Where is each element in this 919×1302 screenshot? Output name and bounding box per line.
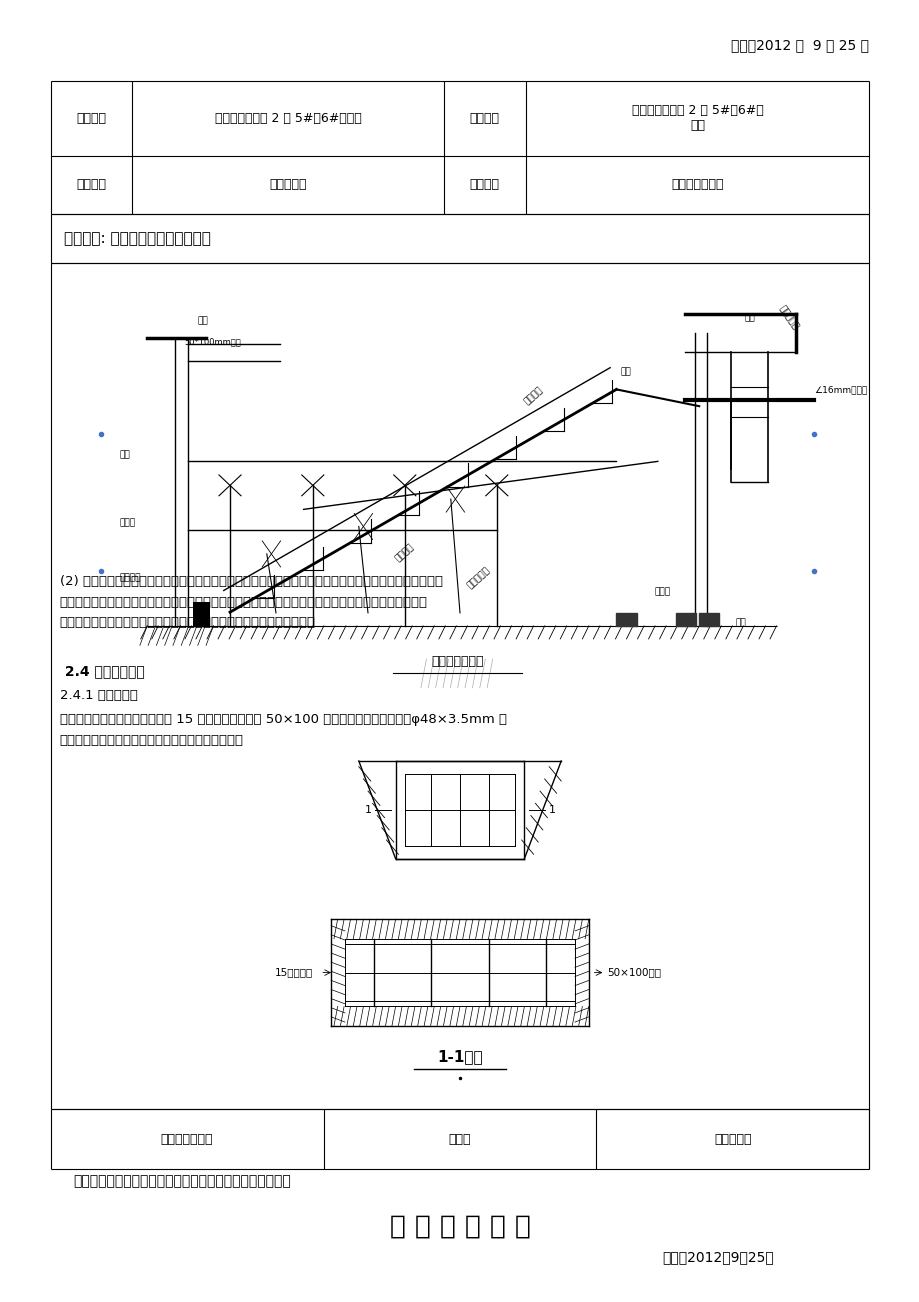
Polygon shape [698,613,719,626]
Text: 技 术 交 底 记 录: 技 术 交 底 记 录 [389,1213,530,1240]
Text: 梁钢撑: 梁钢撑 [653,587,670,596]
Text: 1: 1 [548,805,555,815]
Text: 工程名称: 工程名称 [76,112,107,125]
Text: 日期：2012年9月25日: 日期：2012年9月25日 [662,1250,773,1264]
Text: 平台: 平台 [743,312,754,322]
Text: 斜边侧板: 斜边侧板 [522,385,544,406]
Text: 交底提要: 地下室小模板配模、施工: 交底提要: 地下室小模板配模、施工 [64,230,211,246]
Text: 日期：2012 年  9 月 25 日: 日期：2012 年 9 月 25 日 [731,38,868,52]
Polygon shape [193,603,210,626]
Text: 本交底一式两份，一份交底单位存，一份接受交底单位存。: 本交底一式两份，一份交底单位存，一份接受交底单位存。 [74,1174,291,1189]
Text: 楼梯支模示意图: 楼梯支模示意图 [431,655,483,668]
Text: ∠16mm多层板: ∠16mm多层板 [813,385,867,395]
Text: (2) 楼梯支模必须按结构图，同时对照建筑图，注意相邻楼地面的建筑做法，以确定楼梯的结构施工标高与
位置，并在楼梯模成型后严格按施工大样检查各部位的标高、位置尺: (2) 楼梯支模必须按结构图，同时对照建筑图，注意相邻楼地面的建筑做法，以确定楼… [60,575,442,629]
Text: 1: 1 [364,805,371,815]
Text: 外墙侧模板: 外墙侧模板 [777,303,800,331]
Text: 15㎜复合板: 15㎜复合板 [274,967,312,978]
Polygon shape [616,613,636,626]
Text: 50*100mm方木: 50*100mm方木 [184,337,241,346]
Text: 可调顶升托: 可调顶升托 [465,565,491,590]
Text: 工序名称: 工序名称 [469,178,499,191]
Text: 顶撑: 顶撑 [119,450,130,460]
Text: 本工程基础底板集水坑模板采用 15 厚复合板，背楞用 50×100 方木拼装成大模板，再用φ48×3.5mm 钢
管十字撑做成整体筒模，模板支设方式如下图所示：: 本工程基础底板集水坑模板采用 15 厚复合板，背楞用 50×100 方木拼装成大… [60,713,506,747]
Text: 垫板: 垫板 [734,618,745,628]
Text: 交底人: 交底人 [448,1133,471,1146]
Text: 地下室模板工程: 地下室模板工程 [671,178,723,191]
Polygon shape [675,613,696,626]
Text: 弦拱楼着: 弦拱楼着 [119,573,141,582]
Text: 2.4.1 集水坑模板: 2.4.1 集水坑模板 [60,689,138,702]
Text: 50×100方木: 50×100方木 [607,967,661,978]
Text: 地下室工程: 地下室工程 [269,178,306,191]
Text: 营口中南世纪城 2 期 5#、6#楼项目: 营口中南世纪城 2 期 5#、6#楼项目 [214,112,361,125]
Text: 交底部位: 交底部位 [76,178,107,191]
Text: 可调顶升: 可调顶升 [393,542,415,562]
Text: 2.4 特殊部位模板: 2.4 特殊部位模板 [60,664,144,678]
Text: 工程名称: 工程名称 [469,112,499,125]
Text: 楼面: 楼面 [197,316,208,326]
Text: 木楔: 木楔 [619,367,630,376]
Text: 1-1剖面: 1-1剖面 [437,1049,482,1065]
Text: 梁钢撑: 梁钢撑 [119,518,136,527]
Text: 营口中南世纪城 2 期 5#、6#楼
项目: 营口中南世纪城 2 期 5#、6#楼 项目 [630,104,763,133]
Text: 接受交底人: 接受交底人 [713,1133,751,1146]
Text: 项目技术负责人: 项目技术负责人 [161,1133,213,1146]
